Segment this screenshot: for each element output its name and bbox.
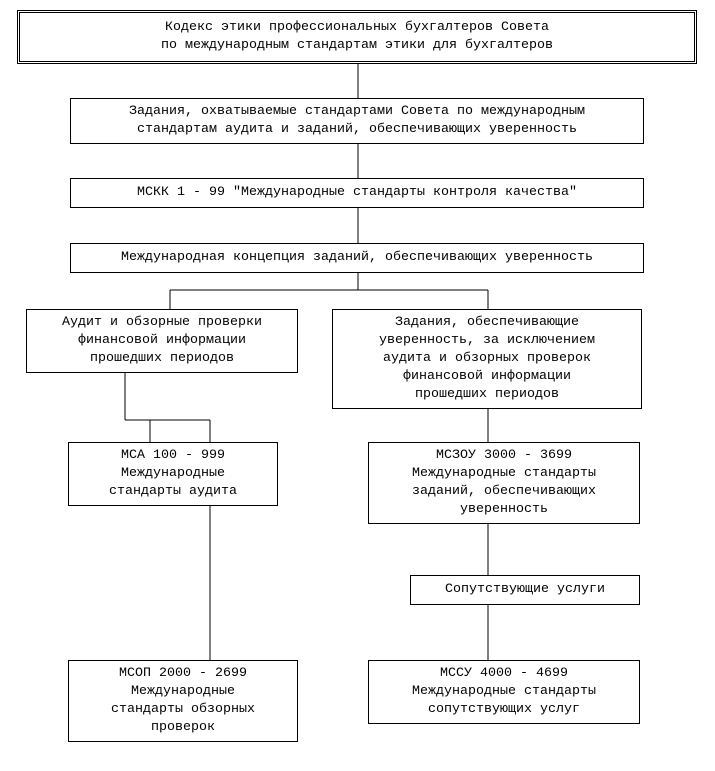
node-n4: Международная концепция заданий, обеспеч…	[70, 243, 644, 273]
node-n8: МСЗОУ 3000 - 3699 Международные стандарт…	[368, 442, 640, 524]
flowchart-canvas: Кодекс этики профессиональных бухгалтеро…	[0, 0, 715, 771]
node-n5: Аудит и обзорные проверки финансовой инф…	[26, 309, 298, 373]
node-n7: МСА 100 - 999 Международные стандарты ау…	[68, 442, 278, 506]
node-n1: Кодекс этики профессиональных бухгалтеро…	[17, 10, 697, 64]
node-n6: Задания, обеспечивающие уверенность, за …	[332, 309, 642, 409]
node-label: МСА 100 - 999 Международные стандарты ау…	[109, 447, 237, 501]
node-label: МССУ 4000 - 4699 Международные стандарты…	[412, 665, 596, 719]
node-label: МСКК 1 - 99 "Международные стандарты кон…	[137, 184, 577, 202]
node-label: Задания, охватываемые стандартами Совета…	[129, 103, 585, 139]
node-label: Аудит и обзорные проверки финансовой инф…	[62, 314, 262, 368]
node-n2: Задания, охватываемые стандартами Совета…	[70, 98, 644, 144]
node-label: Задания, обеспечивающие уверенность, за …	[379, 314, 595, 404]
node-n3: МСКК 1 - 99 "Международные стандарты кон…	[70, 178, 644, 208]
node-label: Международная концепция заданий, обеспеч…	[121, 249, 593, 267]
node-label: Кодекс этики профессиональных бухгалтеро…	[161, 19, 553, 55]
node-label: МСЗОУ 3000 - 3699 Международные стандарт…	[412, 447, 596, 519]
node-n10: МСОП 2000 - 2699 Международные стандарты…	[68, 660, 298, 742]
node-label: МСОП 2000 - 2699 Международные стандарты…	[111, 665, 255, 737]
node-n9: Сопутствующие услуги	[410, 575, 640, 605]
node-n11: МССУ 4000 - 4699 Международные стандарты…	[368, 660, 640, 724]
node-label: Сопутствующие услуги	[445, 581, 605, 599]
